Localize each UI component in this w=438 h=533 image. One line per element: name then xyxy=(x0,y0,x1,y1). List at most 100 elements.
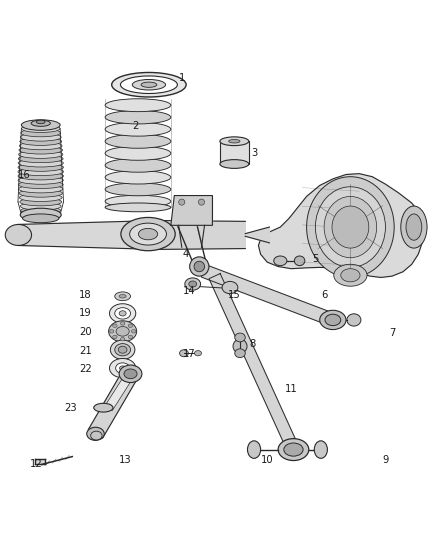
Text: 12: 12 xyxy=(29,459,42,470)
Text: 1: 1 xyxy=(179,73,185,83)
Ellipse shape xyxy=(18,159,64,167)
Ellipse shape xyxy=(18,150,63,158)
Ellipse shape xyxy=(220,137,249,146)
Ellipse shape xyxy=(22,214,59,223)
Ellipse shape xyxy=(320,310,346,329)
Ellipse shape xyxy=(324,197,377,258)
Ellipse shape xyxy=(119,295,126,298)
Ellipse shape xyxy=(21,129,60,137)
Ellipse shape xyxy=(194,351,201,356)
Text: 5: 5 xyxy=(312,254,318,264)
Ellipse shape xyxy=(113,324,117,327)
Ellipse shape xyxy=(31,120,50,126)
Ellipse shape xyxy=(113,335,117,338)
Ellipse shape xyxy=(91,431,102,440)
Ellipse shape xyxy=(19,193,62,201)
Ellipse shape xyxy=(18,185,63,193)
Text: 11: 11 xyxy=(285,384,298,394)
Ellipse shape xyxy=(294,256,305,265)
Text: 4: 4 xyxy=(183,249,189,259)
Ellipse shape xyxy=(115,308,131,319)
Text: 20: 20 xyxy=(79,327,92,337)
Ellipse shape xyxy=(115,292,131,301)
Ellipse shape xyxy=(21,125,60,133)
Ellipse shape xyxy=(110,304,136,323)
Polygon shape xyxy=(105,372,134,410)
Ellipse shape xyxy=(20,202,61,210)
Ellipse shape xyxy=(21,120,60,130)
Text: 22: 22 xyxy=(79,365,92,374)
Text: 16: 16 xyxy=(18,169,31,180)
Ellipse shape xyxy=(109,321,137,342)
Ellipse shape xyxy=(247,441,261,458)
Ellipse shape xyxy=(222,281,238,294)
Ellipse shape xyxy=(128,335,133,338)
Ellipse shape xyxy=(21,211,60,219)
Ellipse shape xyxy=(18,164,64,171)
Text: 13: 13 xyxy=(119,455,131,465)
Ellipse shape xyxy=(315,187,385,268)
Ellipse shape xyxy=(120,322,125,325)
Text: 8: 8 xyxy=(250,340,256,350)
Ellipse shape xyxy=(19,146,63,154)
Ellipse shape xyxy=(194,261,205,272)
Ellipse shape xyxy=(325,314,341,326)
Text: 2: 2 xyxy=(133,122,139,131)
Polygon shape xyxy=(209,273,299,452)
Ellipse shape xyxy=(132,79,166,90)
Ellipse shape xyxy=(130,223,166,245)
Ellipse shape xyxy=(118,346,127,353)
Ellipse shape xyxy=(21,207,60,214)
Polygon shape xyxy=(158,221,245,249)
Ellipse shape xyxy=(105,195,171,207)
Ellipse shape xyxy=(105,203,171,212)
Ellipse shape xyxy=(332,206,369,248)
Polygon shape xyxy=(171,196,212,225)
Text: 19: 19 xyxy=(79,309,92,318)
Text: 17: 17 xyxy=(183,349,196,359)
Ellipse shape xyxy=(116,327,129,336)
Ellipse shape xyxy=(36,120,45,124)
Ellipse shape xyxy=(94,403,113,412)
Ellipse shape xyxy=(341,269,360,282)
Ellipse shape xyxy=(180,350,188,357)
Ellipse shape xyxy=(274,256,287,265)
Text: 3: 3 xyxy=(251,148,257,158)
Ellipse shape xyxy=(128,324,133,327)
Polygon shape xyxy=(258,174,425,278)
Text: 23: 23 xyxy=(65,402,77,413)
Ellipse shape xyxy=(307,177,394,278)
Ellipse shape xyxy=(120,366,126,370)
Ellipse shape xyxy=(105,146,171,160)
Ellipse shape xyxy=(18,168,64,175)
Ellipse shape xyxy=(105,183,171,196)
Ellipse shape xyxy=(131,329,136,333)
Ellipse shape xyxy=(120,76,177,93)
Text: 6: 6 xyxy=(321,290,327,300)
Ellipse shape xyxy=(5,224,32,246)
Ellipse shape xyxy=(138,229,158,240)
Ellipse shape xyxy=(19,189,63,197)
Ellipse shape xyxy=(115,344,131,356)
Ellipse shape xyxy=(19,142,62,150)
Ellipse shape xyxy=(110,340,135,359)
Ellipse shape xyxy=(141,82,157,87)
Ellipse shape xyxy=(229,140,240,143)
Ellipse shape xyxy=(112,72,186,97)
Text: 18: 18 xyxy=(79,290,92,300)
Ellipse shape xyxy=(179,199,185,205)
Ellipse shape xyxy=(20,198,62,206)
Ellipse shape xyxy=(105,171,171,184)
Polygon shape xyxy=(88,369,138,438)
Polygon shape xyxy=(35,459,45,464)
Text: 10: 10 xyxy=(261,455,273,465)
Ellipse shape xyxy=(198,199,205,205)
Ellipse shape xyxy=(185,278,201,290)
Ellipse shape xyxy=(110,329,114,333)
Ellipse shape xyxy=(20,208,61,221)
Ellipse shape xyxy=(119,365,142,383)
Ellipse shape xyxy=(110,359,136,378)
Ellipse shape xyxy=(105,110,171,124)
Text: 14: 14 xyxy=(183,286,195,296)
Ellipse shape xyxy=(119,311,126,316)
